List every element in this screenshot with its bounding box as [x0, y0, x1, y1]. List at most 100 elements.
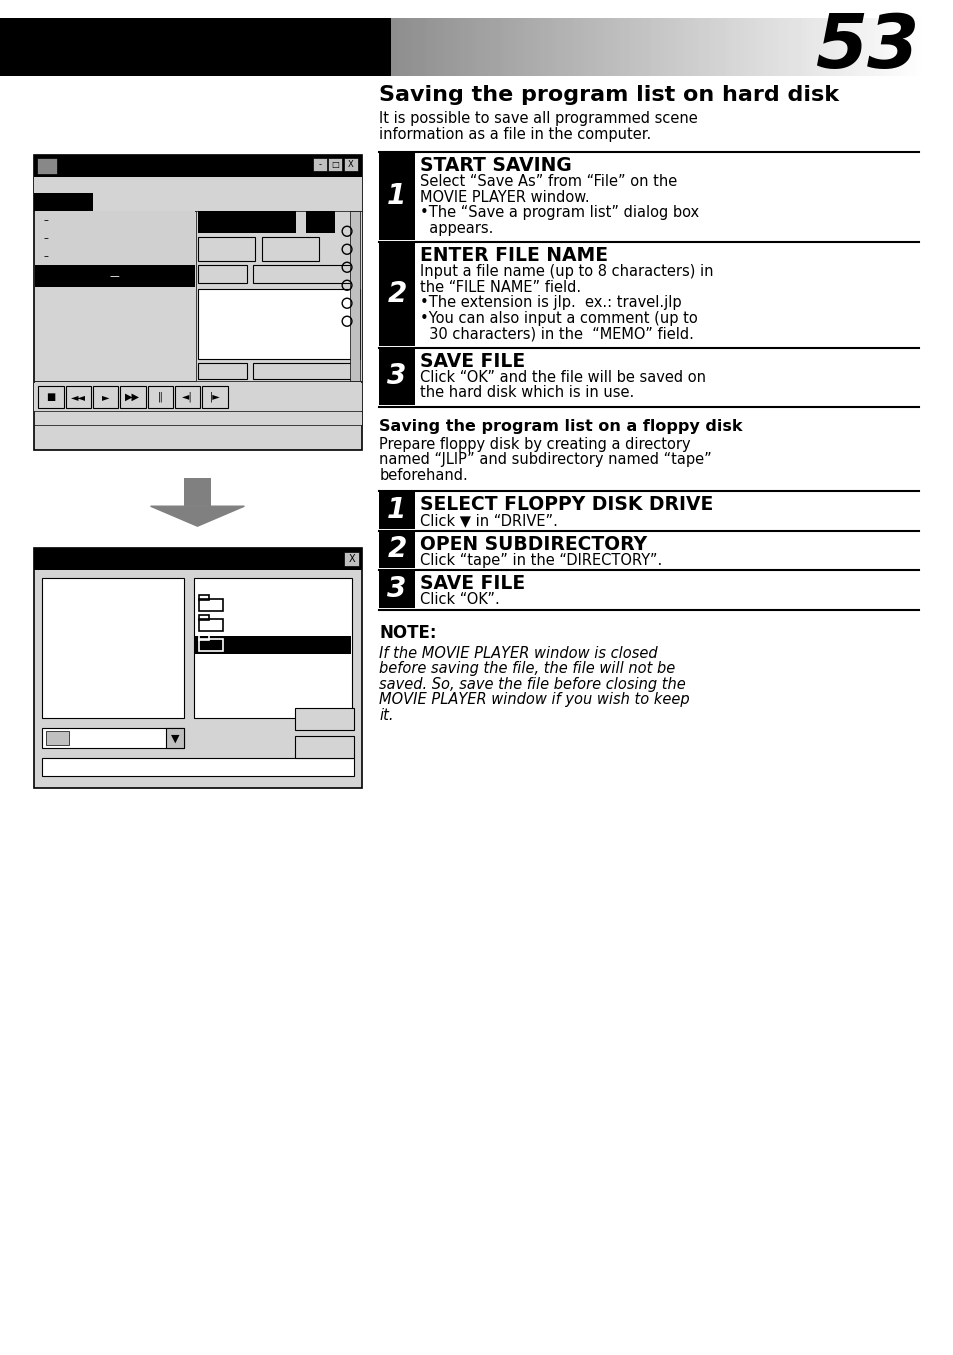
Bar — [344, 159, 357, 171]
Text: MOVIE PLAYER window if you wish to keep: MOVIE PLAYER window if you wish to keep — [379, 692, 689, 707]
Text: –: – — [44, 215, 49, 225]
Text: 53: 53 — [814, 11, 918, 84]
Bar — [198, 363, 247, 379]
Text: ◄◄: ◄◄ — [71, 392, 86, 402]
Bar — [344, 553, 358, 566]
Bar — [34, 178, 361, 194]
Text: it.: it. — [379, 707, 394, 722]
Text: Click “OK”.: Click “OK”. — [420, 592, 499, 607]
Bar — [148, 386, 172, 408]
Text: –: – — [44, 233, 49, 244]
Text: Select “Save As” from “File” on the: Select “Save As” from “File” on the — [420, 175, 677, 190]
Bar — [34, 194, 361, 211]
Bar — [328, 159, 342, 171]
Bar — [379, 243, 414, 346]
Text: SAVE FILE: SAVE FILE — [420, 352, 525, 371]
Bar — [262, 237, 318, 262]
Text: □: □ — [331, 160, 339, 169]
Bar — [66, 386, 91, 408]
Text: •You can also input a comment (up to: •You can also input a comment (up to — [420, 310, 698, 325]
Bar — [199, 640, 223, 652]
Text: Click “tape” in the “DIRECTORY”.: Click “tape” in the “DIRECTORY”. — [420, 553, 662, 568]
Text: 30 characters) in the  “MEMO” field.: 30 characters) in the “MEMO” field. — [420, 327, 694, 341]
Bar — [34, 211, 361, 381]
Text: Input a file name (up to 8 characters) in: Input a file name (up to 8 characters) i… — [420, 264, 713, 279]
Text: before saving the file, the file will not be: before saving the file, the file will no… — [379, 661, 675, 676]
Text: -: - — [318, 160, 321, 169]
Text: 2: 2 — [387, 280, 406, 308]
Bar — [379, 152, 414, 240]
Text: ◄|: ◄| — [182, 392, 193, 402]
Bar — [294, 736, 354, 759]
Bar — [313, 159, 326, 171]
Bar — [174, 386, 200, 408]
Bar — [42, 579, 184, 718]
Bar — [166, 728, 184, 748]
Text: ▼: ▼ — [171, 733, 179, 743]
Text: Saving the program list on a floppy disk: Saving the program list on a floppy disk — [379, 419, 742, 434]
Text: X: X — [348, 554, 355, 564]
Text: •The extension is jlp.  ex.: travel.jlp: •The extension is jlp. ex.: travel.jlp — [420, 295, 681, 310]
Bar — [306, 211, 335, 233]
Polygon shape — [151, 507, 244, 526]
Text: •The “Save a program list” dialog box: •The “Save a program list” dialog box — [420, 205, 699, 221]
Bar — [198, 266, 247, 283]
Bar — [198, 211, 296, 233]
Bar — [42, 759, 354, 776]
Bar — [198, 237, 254, 262]
Text: ►: ► — [102, 392, 110, 402]
Text: Saving the program list on hard disk: Saving the program list on hard disk — [379, 85, 839, 106]
Bar — [184, 478, 211, 507]
Text: SELECT FLOPPY DISK DRIVE: SELECT FLOPPY DISK DRIVE — [420, 495, 713, 514]
Bar — [194, 635, 351, 654]
Text: X: X — [348, 160, 354, 169]
Text: If the MOVIE PLAYER window is closed: If the MOVIE PLAYER window is closed — [379, 646, 658, 661]
Bar — [46, 732, 70, 745]
Text: 3: 3 — [387, 362, 406, 390]
Bar — [34, 549, 361, 789]
Bar — [34, 549, 361, 570]
Bar — [35, 211, 194, 229]
Text: the “FILE NAME” field.: the “FILE NAME” field. — [420, 279, 581, 295]
Text: It is possible to save all programmed scene: It is possible to save all programmed sc… — [379, 111, 698, 126]
Bar — [199, 619, 223, 631]
Bar — [34, 411, 361, 425]
Bar — [35, 247, 194, 266]
Bar — [35, 229, 194, 247]
Bar — [34, 211, 195, 381]
Bar — [35, 266, 194, 287]
Bar — [379, 348, 414, 405]
Text: ENTER FILE NAME: ENTER FILE NAME — [420, 247, 608, 266]
Bar — [0, 19, 391, 76]
Bar — [350, 211, 359, 381]
Bar — [38, 386, 64, 408]
Text: ■: ■ — [46, 392, 55, 402]
Bar — [253, 363, 357, 379]
Bar — [198, 289, 359, 359]
Text: 1: 1 — [387, 496, 406, 524]
Text: –: – — [44, 251, 49, 262]
Text: the hard disk which is in use.: the hard disk which is in use. — [420, 385, 634, 400]
Text: START SAVING: START SAVING — [420, 156, 572, 175]
Bar — [202, 386, 228, 408]
Bar — [379, 570, 414, 607]
Text: Prepare floppy disk by creating a directory: Prepare floppy disk by creating a direct… — [379, 436, 690, 451]
Text: 3: 3 — [387, 575, 406, 603]
Bar — [34, 194, 92, 211]
Text: MOVIE PLAYER window.: MOVIE PLAYER window. — [420, 190, 589, 205]
Bar — [34, 156, 361, 450]
Text: ▶▶: ▶▶ — [126, 392, 140, 402]
Text: Click ▼ in “DRIVE”.: Click ▼ in “DRIVE”. — [420, 514, 558, 528]
Text: OPEN SUBDIRECTORY: OPEN SUBDIRECTORY — [420, 535, 647, 554]
Text: 2: 2 — [387, 535, 406, 564]
Bar — [37, 159, 56, 175]
Bar — [35, 287, 194, 377]
Text: NOTE:: NOTE: — [379, 623, 436, 642]
Bar — [34, 156, 361, 178]
Bar — [199, 615, 209, 621]
Text: —: — — [110, 271, 120, 282]
Text: information as a file in the computer.: information as a file in the computer. — [379, 127, 651, 142]
Text: ‖: ‖ — [158, 392, 163, 402]
Text: beforehand.: beforehand. — [379, 467, 468, 482]
Bar — [199, 595, 209, 600]
